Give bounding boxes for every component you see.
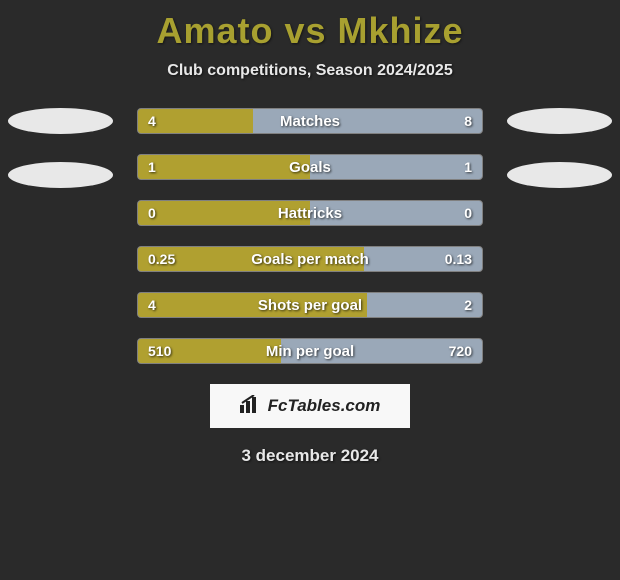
bars-container: 4 Matches 8 1 Goals 1 0 Hattricks 0 0.25… — [137, 108, 483, 364]
bar-row: 510 Min per goal 720 — [137, 338, 483, 364]
bar-value-right: 8 — [464, 109, 472, 133]
bar-value-right: 0 — [464, 201, 472, 225]
bar-label: Hattricks — [138, 201, 482, 225]
player-marker-left-2 — [8, 162, 113, 188]
page-title: Amato vs Mkhize — [0, 0, 620, 52]
bar-value-right: 1 — [464, 155, 472, 179]
player-marker-right-2 — [507, 162, 612, 188]
chart-area: 4 Matches 8 1 Goals 1 0 Hattricks 0 0.25… — [0, 108, 620, 364]
logo-text: FcTables.com — [268, 396, 381, 416]
bar-row: 1 Goals 1 — [137, 154, 483, 180]
bar-row: 4 Matches 8 — [137, 108, 483, 134]
bar-label: Matches — [138, 109, 482, 133]
player-marker-right-1 — [507, 108, 612, 134]
bar-label: Goals per match — [138, 247, 482, 271]
player-marker-left-1 — [8, 108, 113, 134]
bar-value-right: 0.13 — [445, 247, 472, 271]
bar-value-right: 2 — [464, 293, 472, 317]
logo-box: FcTables.com — [210, 384, 410, 428]
bar-row: 0.25 Goals per match 0.13 — [137, 246, 483, 272]
date-text: 3 december 2024 — [0, 446, 620, 466]
subtitle: Club competitions, Season 2024/2025 — [0, 62, 620, 80]
bar-row: 4 Shots per goal 2 — [137, 292, 483, 318]
bar-row: 0 Hattricks 0 — [137, 200, 483, 226]
bar-label: Min per goal — [138, 339, 482, 363]
bar-value-right: 720 — [449, 339, 472, 363]
chart-icon — [240, 395, 262, 418]
bar-label: Shots per goal — [138, 293, 482, 317]
bar-label: Goals — [138, 155, 482, 179]
